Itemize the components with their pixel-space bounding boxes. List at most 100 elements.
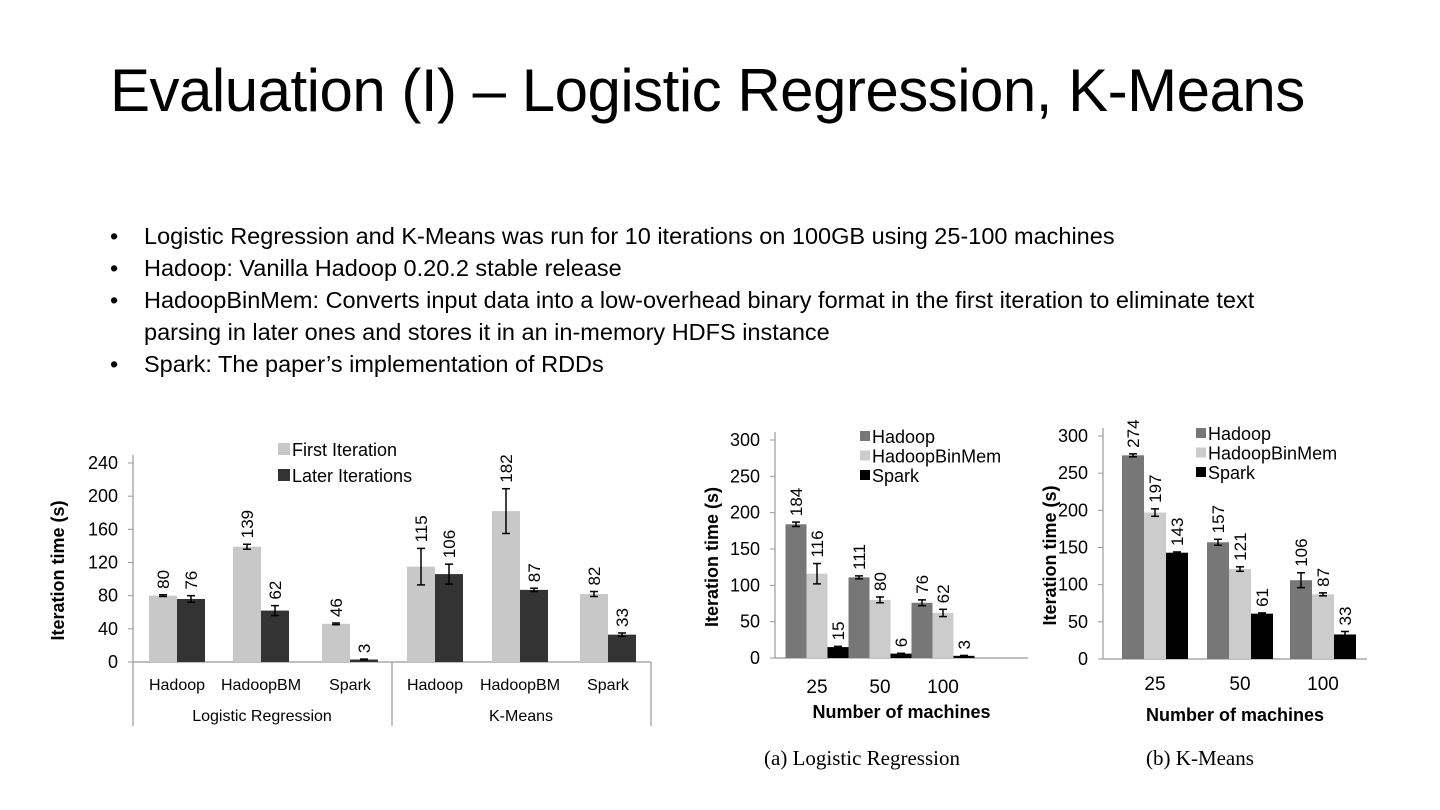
y-tick-label: 300 — [730, 430, 760, 450]
bar — [1166, 552, 1188, 659]
x-axis-title: Number of machines — [812, 702, 990, 722]
y-tick-label: 200 — [730, 503, 760, 523]
legend-label: Spark — [872, 466, 920, 486]
x-tick-label: 50 — [1229, 674, 1250, 695]
data-label: 62 — [266, 581, 285, 600]
bullet-icon: • — [110, 287, 119, 313]
x-tick-label: 50 — [869, 677, 890, 698]
x-tick-label: Hadoop — [407, 677, 463, 694]
data-label: 116 — [808, 530, 827, 557]
bar — [350, 659, 378, 662]
bullet-text: Logistic Regression and K-Means was run … — [144, 223, 1115, 249]
x-tick-label: Spark — [587, 677, 630, 694]
legend-swatch — [278, 443, 290, 455]
y-tick-label: 0 — [108, 652, 118, 672]
y-tick-label: 40 — [98, 619, 118, 639]
bullet-icon: • — [110, 351, 119, 377]
bullet-list: • Logistic Regression and K-Means was run… — [110, 220, 1294, 380]
chart-caption: (a) Logistic Regression — [764, 746, 960, 770]
bar — [608, 634, 636, 662]
bar — [1334, 634, 1356, 659]
bar — [492, 511, 520, 662]
bar — [261, 610, 289, 662]
data-label: 33 — [1336, 607, 1355, 626]
bar — [1229, 569, 1251, 659]
y-tick-label: 240 — [88, 453, 118, 473]
data-label: 139 — [238, 510, 257, 538]
bar — [435, 574, 463, 662]
y-tick-label: 100 — [730, 575, 760, 595]
y-tick-label: 50 — [1068, 612, 1088, 632]
slide-title: Evaluation (I) – Logistic Regression, K-… — [110, 57, 1305, 124]
data-label: 76 — [913, 575, 932, 594]
bullet-icon: • — [110, 255, 119, 281]
bar — [1251, 613, 1273, 659]
y-tick-label: 120 — [88, 553, 118, 573]
legend-swatch — [278, 469, 290, 481]
data-label: 80 — [871, 572, 890, 591]
legend-swatch — [860, 470, 870, 480]
data-label: 274 — [1124, 419, 1143, 447]
bar — [932, 612, 954, 658]
bar — [149, 595, 177, 662]
bar — [1207, 542, 1229, 659]
bar — [827, 647, 849, 658]
data-label: 80 — [154, 570, 173, 589]
y-tick-label: 150 — [1058, 538, 1088, 558]
y-tick-label: 50 — [740, 612, 760, 632]
legend-label: First Iteration — [292, 440, 397, 460]
x-tick-label: HadoopBM — [480, 677, 560, 694]
chart-caption: (b) K-Means — [1146, 746, 1254, 770]
legend-label: HadoopBinMem — [872, 447, 1001, 467]
bullet-text: Spark: The paper’s implementation of RDD… — [144, 351, 604, 377]
y-tick-label: 80 — [98, 586, 118, 606]
data-label: 184 — [787, 488, 806, 516]
legend-label: Hadoop — [1208, 424, 1271, 444]
y-tick-label: 300 — [1058, 426, 1088, 446]
data-label: 106 — [1292, 538, 1311, 566]
data-label: 197 — [1146, 474, 1165, 502]
bar — [785, 524, 807, 658]
y-tick-label: 250 — [1058, 463, 1088, 483]
y-tick-label: 200 — [1058, 500, 1088, 520]
y-tick-label: 150 — [730, 539, 760, 559]
data-label: 157 — [1209, 505, 1228, 533]
legend-swatch — [860, 450, 870, 461]
bar — [1144, 512, 1166, 659]
y-axis-title: Iteration time (s) — [48, 500, 68, 640]
x-tick-label: 100 — [927, 677, 959, 698]
y-tick-label: 200 — [88, 486, 118, 506]
x-axis-title: Number of machines — [1146, 705, 1324, 725]
x-tick-label: 100 — [1307, 674, 1339, 695]
bar — [520, 589, 548, 662]
data-label: 3 — [955, 640, 974, 649]
y-tick-label: 250 — [730, 466, 760, 486]
group-label: Logistic Regression — [192, 708, 332, 725]
y-tick-label: 160 — [88, 519, 118, 539]
data-label: 15 — [829, 621, 848, 640]
legend-swatch — [1196, 428, 1206, 438]
data-label: 111 — [850, 544, 869, 570]
bullet-icon: • — [110, 223, 119, 249]
x-tick-label: Hadoop — [149, 677, 205, 694]
data-label: 6 — [892, 638, 911, 647]
bar — [1312, 594, 1334, 659]
data-label: 76 — [182, 571, 201, 590]
bullet-text: HadoopBinMem: Converts input data into a… — [144, 287, 1255, 345]
data-label: 82 — [585, 567, 604, 586]
legend-swatch — [1196, 447, 1206, 458]
bullet-text: Hadoop: Vanilla Hadoop 0.20.2 stable rel… — [144, 255, 622, 281]
data-label: 61 — [1253, 588, 1272, 607]
x-tick-label: 25 — [806, 677, 827, 698]
y-tick-label: 100 — [1058, 575, 1088, 595]
bullet-item: • HadoopBinMem: Converts input data into … — [110, 284, 1294, 348]
bar — [177, 598, 205, 662]
data-label: 87 — [1314, 568, 1333, 587]
data-label: 33 — [613, 608, 632, 627]
y-axis-title: Iteration time (s) — [702, 487, 722, 627]
legend-label: HadoopBinMem — [1208, 444, 1337, 464]
bar — [806, 573, 828, 658]
bar — [890, 653, 912, 658]
data-label: 182 — [497, 454, 516, 482]
bar — [848, 577, 870, 658]
